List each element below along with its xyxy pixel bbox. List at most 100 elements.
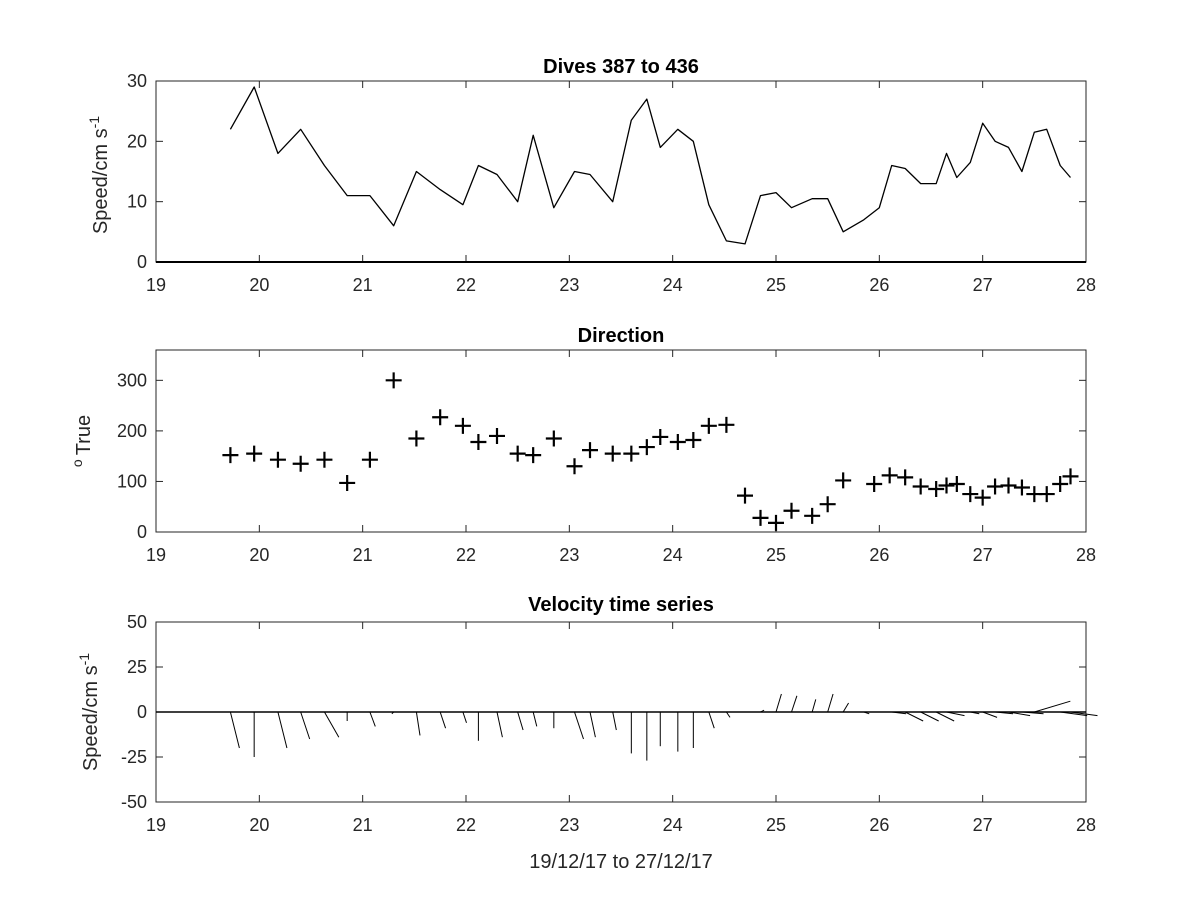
direction-marker — [897, 469, 914, 486]
velocity-stick — [775, 693, 782, 713]
velocity-stick — [277, 711, 288, 749]
direction-marker — [1038, 486, 1055, 503]
velocity-stick — [842, 702, 849, 713]
speed-x-tick-label: 23 — [559, 275, 579, 295]
direction-x-tick-label: 28 — [1076, 545, 1096, 565]
speed-chart-title: Dives 387 to 436 — [543, 56, 699, 78]
velocity-stick — [496, 711, 503, 738]
direction-marker — [269, 451, 286, 468]
velocity-stick — [982, 711, 998, 718]
speed-x-tick-label: 20 — [249, 275, 269, 295]
velocity-y-tick-label: 25 — [127, 657, 147, 677]
direction-y-tick-label: 200 — [117, 421, 147, 441]
velocity-chart-title: Velocity time series — [528, 594, 714, 616]
direction-x-tick-label: 26 — [869, 545, 889, 565]
direction-marker — [804, 507, 821, 524]
direction-chart-title: Direction — [578, 325, 665, 347]
velocity-stick — [300, 711, 311, 740]
direction-marker — [866, 475, 883, 492]
direction-marker — [835, 472, 852, 489]
velocity-stick — [920, 711, 939, 722]
velocity-stick — [708, 711, 715, 729]
velocity-stick — [760, 709, 765, 713]
direction-y-tick-label: 300 — [117, 370, 147, 390]
direction-marker — [545, 430, 562, 447]
velocity-stick — [229, 711, 240, 749]
direction-marker — [783, 502, 800, 519]
direction-x-tick-label: 22 — [456, 545, 476, 565]
velocity-stick — [891, 711, 907, 715]
direction-marker — [638, 439, 655, 456]
direction-marker — [987, 478, 1004, 495]
speed-x-tick-label: 27 — [973, 275, 993, 295]
velocity-x-tick-label: 21 — [353, 815, 373, 835]
direction-x-tick-label: 19 — [146, 545, 166, 565]
velocity-stick — [391, 711, 395, 715]
velocity-stick — [517, 711, 524, 731]
velocity-stick — [904, 711, 924, 722]
velocity-stick — [612, 711, 617, 731]
velocity-x-tick-label: 28 — [1076, 815, 1096, 835]
velocity-x-tick-label: 20 — [249, 815, 269, 835]
direction-marker — [509, 445, 526, 462]
velocity-stick — [1070, 711, 1098, 717]
direction-panel: Direction 19 20 21 22 23 24 25 26 27 28 0 100 200 300… — [69, 325, 1096, 565]
speed-y-tick-label: 10 — [127, 192, 147, 212]
direction-x-tick-label: 24 — [663, 545, 683, 565]
velocity-y-tick-label: -25 — [121, 747, 147, 767]
direction-marker — [1000, 477, 1017, 494]
velocity-stick — [369, 711, 376, 727]
speed-y-tick-label: 30 — [127, 71, 147, 91]
velocity-panel: Velocity time series 19 20 21 22 23 24 25 26 27 2… — [76, 594, 1098, 873]
velocity-stick — [725, 711, 731, 718]
velocity-stick — [1034, 700, 1071, 713]
velocity-y-tick-label: -50 — [121, 792, 147, 812]
direction-marker — [912, 478, 929, 495]
direction-marker — [525, 447, 542, 464]
direction-y-tick-label: 0 — [137, 522, 147, 542]
speed-ticks: 19 20 21 22 23 24 25 26 27 28 0 10 20 30 — [127, 71, 1096, 295]
velocity-stick — [1060, 711, 1088, 717]
direction-marker — [604, 445, 621, 462]
direction-marker — [292, 455, 309, 472]
direction-marker — [582, 442, 598, 459]
direction-marker — [685, 431, 702, 448]
velocity-x-tick-label: 22 — [456, 815, 476, 835]
direction-marker — [948, 475, 965, 492]
speed-x-tick-label: 25 — [766, 275, 786, 295]
direction-x-tick-label: 20 — [249, 545, 269, 565]
speed-panel: Dives 387 to 436 19 20 21 22 23 24 25 26 27 28 0 10… — [86, 56, 1096, 295]
direction-marker — [454, 417, 471, 434]
speed-y-tick-label: 20 — [127, 131, 147, 151]
direction-marker — [752, 509, 769, 526]
velocity-stick — [811, 699, 817, 713]
direction-marker — [1013, 479, 1030, 496]
direction-marker — [938, 477, 955, 494]
velocity-stick — [827, 693, 834, 713]
velocity-y-tick-label: 0 — [137, 702, 147, 722]
direction-x-tick-label: 21 — [353, 545, 373, 565]
direction-marker — [432, 409, 449, 426]
velocity-stick — [574, 711, 584, 740]
velocity-stick — [1008, 711, 1031, 717]
speed-plot-frame — [155, 80, 1087, 263]
velocity-stick — [995, 711, 1014, 715]
velocity-x-tick-label: 25 — [766, 815, 786, 835]
speed-x-tick-label: 24 — [663, 275, 683, 295]
speed-x-tick-label: 26 — [869, 275, 889, 295]
direction-marker — [316, 451, 333, 468]
velocity-x-tick-label: 26 — [869, 815, 889, 835]
speed-line-series — [156, 86, 1086, 263]
velocity-x-tick-label: 27 — [973, 815, 993, 835]
velocity-stick — [863, 711, 870, 715]
direction-marker — [962, 486, 979, 503]
direction-plot-frame — [155, 349, 1087, 533]
velocity-ticks: 19 20 21 22 23 24 25 26 27 28 -50 -25 0 25 50 — [121, 612, 1096, 835]
direction-marker — [768, 514, 784, 531]
direction-marker — [652, 428, 669, 445]
direction-marker — [669, 434, 686, 451]
direction-marker — [737, 487, 753, 504]
direction-y-axis-label: oTrue — [69, 415, 95, 467]
velocity-stick — [439, 711, 447, 729]
